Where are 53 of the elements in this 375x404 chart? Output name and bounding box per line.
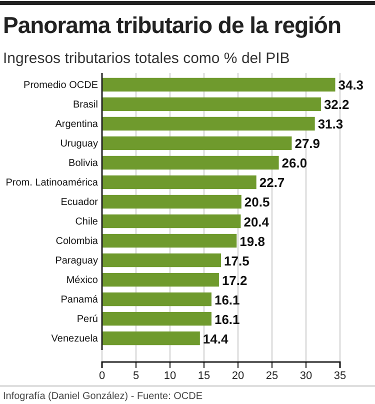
data-label: 20.5 [244,194,270,210]
bar [102,194,242,209]
data-label: 34.3 [338,78,364,93]
data-label: 16.1 [214,312,240,327]
bar [102,214,241,228]
y-tick-label: Panamá [60,294,98,306]
data-label: 17.2 [222,272,248,288]
bar [102,136,292,150]
x-tick-label: 0 [98,370,106,382]
x-tick-label: 25 [266,370,278,382]
y-tick-label: México [66,274,98,286]
y-tick-label: Colombia [56,236,98,247]
y-tick-label: Paraguay [55,255,98,266]
bar [102,331,200,346]
bar [102,272,219,287]
y-tick-label: Venezuela [51,333,98,344]
y-tick-label: Bolivia [68,158,98,169]
chart-title: Panorama tributario de la región [3,12,342,38]
x-tick-label: 30 [300,370,312,382]
bar [102,234,237,248]
data-label: 14.4 [202,331,229,346]
y-tick-label: Prom. Latinoamérica [6,177,98,188]
bar [102,97,321,112]
data-label: 32.2 [324,97,350,112]
data-label: 19.8 [240,234,265,249]
data-label: 17.5 [224,253,250,268]
bar [102,312,212,326]
y-tick-label: Perú [76,314,98,325]
x-tick-label: 5 [132,370,140,382]
text: Infografía (Daniel González) - Fuente: OCDE [3,391,203,402]
data-label: 27.9 [294,136,320,152]
x-tick-label: 10 [164,370,176,382]
x-tick-label: 35 [334,370,346,382]
data-label: 26.0 [282,156,308,171]
y-tick-label: Uruguay [60,138,98,150]
data-label: 31.3 [318,116,344,132]
bar [102,175,256,190]
chart-subtitle: Ingresos tributarios totales como % del PIB [3,50,290,67]
bar [102,116,315,131]
x-tick-label: 20 [232,370,244,382]
y-tick-label: Ecuador [60,196,99,208]
y-tick-label: Chile [75,216,98,228]
data-label: 20.4 [244,214,270,230]
x-tick-label: 15 [198,370,210,382]
bar [102,156,279,170]
bar [102,292,212,306]
y-tick-label: Promedio OCDE [24,80,98,91]
data-label: 22.7 [259,175,285,190]
y-tick-label: Brasil [72,99,98,110]
bar [102,253,221,268]
data-label: 16.1 [214,292,240,308]
y-tick-label: Argentina [55,118,98,130]
bar [102,78,336,92]
